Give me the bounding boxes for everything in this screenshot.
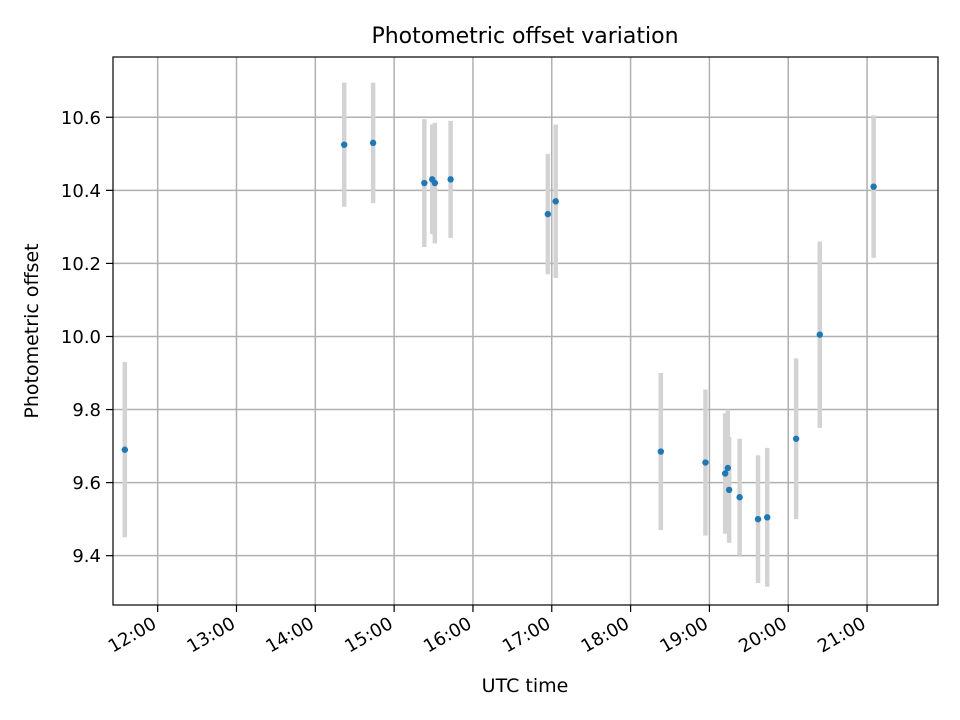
data-point [341,141,348,148]
y-tick-label: 10.6 [61,108,101,129]
data-point [792,435,800,442]
grid [113,57,938,605]
y-tick-label: 9.4 [72,546,101,567]
data-points [121,139,877,523]
y-tick-label: 10.2 [61,254,101,275]
data-point [421,179,428,187]
data-point [816,331,823,338]
y-axis-label: Photometric offset [21,243,43,418]
y-tick-label: 9.6 [72,473,101,494]
data-point [431,179,439,187]
data-point [447,176,454,183]
data-point [724,464,732,472]
data-point [552,198,559,205]
data-point [725,486,733,494]
plot-frame [112,56,939,606]
data-point [544,210,552,218]
data-point [764,514,771,521]
y-tick-label: 10.0 [61,327,101,348]
data-point [754,515,762,523]
data-point [121,446,129,453]
data-point [736,494,743,501]
data-point [721,470,729,477]
data-point [369,139,377,147]
data-point [657,448,665,455]
chart-title: Photometric offset variation [371,24,678,49]
y-tick-label: 10.4 [61,181,101,202]
x-axis-label: UTC time [482,675,569,697]
data-point [702,459,709,466]
y-tick-label: 9.8 [72,400,101,421]
y-axis-ticks: 9.4 9.6 9.8 10.0 10.2 10.4 10.6 [61,108,113,567]
data-point [870,183,877,190]
